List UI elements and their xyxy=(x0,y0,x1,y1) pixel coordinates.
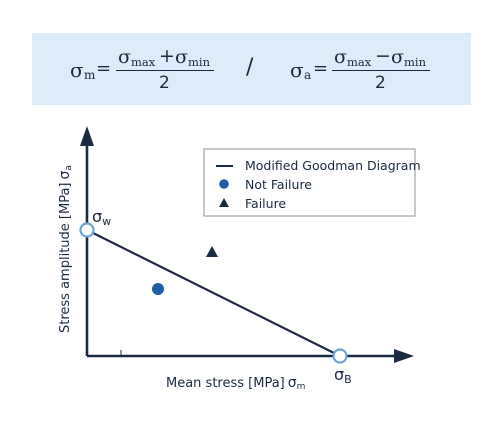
y-axis-arrow-icon xyxy=(80,126,94,146)
x-axis-label: Mean stress [MPa] σm xyxy=(166,375,305,392)
num-b-sigma-2: σ xyxy=(391,46,404,68)
equals-sign-2: = xyxy=(313,58,329,79)
sigma-a-lhs: σ xyxy=(290,58,304,82)
legend-triangle-label: Failure xyxy=(245,196,286,211)
num-a-sigma-2: σ xyxy=(175,46,188,68)
num-b-sigma-1: σ xyxy=(334,46,347,68)
num-a-sigma-1: σ xyxy=(118,46,131,68)
not-failure-point xyxy=(152,283,164,295)
num-b-sub-max: max xyxy=(347,55,372,69)
legend-line-label: Modified Goodman Diagram xyxy=(245,158,421,173)
legend-box xyxy=(203,148,416,217)
legend-triangle-icon xyxy=(219,198,229,207)
x-axis-arrow-icon xyxy=(394,349,414,363)
sigma-m-lhs-sub: m xyxy=(84,68,96,82)
den-b: 2 xyxy=(375,73,386,93)
sigma-m-lhs: σ xyxy=(70,58,84,82)
fraction-bar-2 xyxy=(332,70,430,72)
num-b-minus: − xyxy=(375,45,391,67)
formula-panel xyxy=(32,33,471,105)
sigma-w-ring xyxy=(79,222,95,238)
legend-circle-label: Not Failure xyxy=(245,177,312,192)
den-a: 2 xyxy=(159,73,170,93)
formula-separator: / xyxy=(246,55,254,80)
y-axis-label: Stress amplitude [MPa]σa xyxy=(57,165,74,333)
sigma-b-ring xyxy=(332,348,348,364)
sigma-a-lhs-sub: a xyxy=(304,68,312,82)
num-a-plus: + xyxy=(159,45,175,67)
num-a-sub-min: min xyxy=(188,55,210,69)
num-b-sub-min: min xyxy=(404,55,426,69)
failure-point xyxy=(206,246,218,257)
num-a-sub-max: max xyxy=(131,55,156,69)
fraction-bar-1 xyxy=(116,70,214,72)
goodman-line xyxy=(86,229,341,357)
sigma-w-label: σw xyxy=(92,207,111,228)
sigma-b-label: σB xyxy=(334,365,352,386)
legend-circle-icon xyxy=(219,179,229,189)
equals-sign-1: = xyxy=(96,58,112,79)
